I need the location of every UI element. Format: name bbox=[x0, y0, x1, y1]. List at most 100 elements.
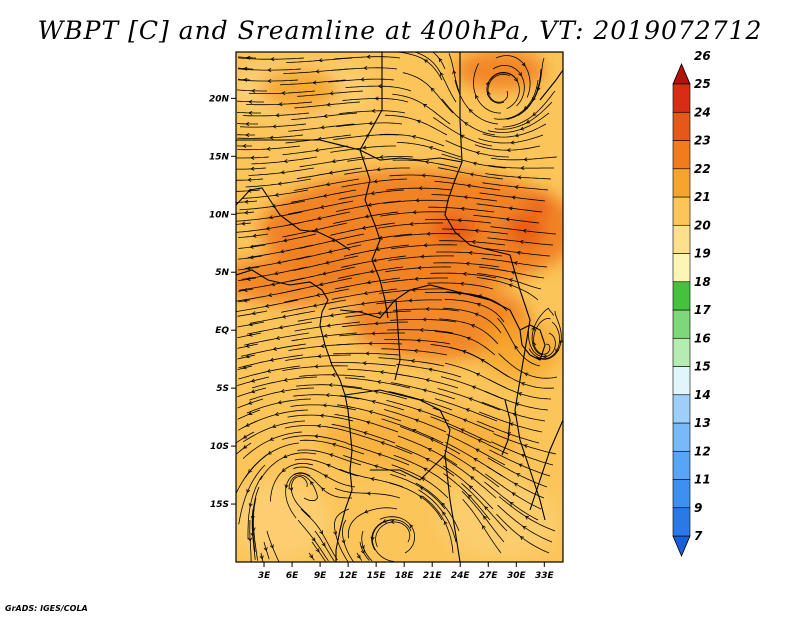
streamline-arrow bbox=[368, 410, 373, 415]
wbpt-cool-patch-southwest bbox=[236, 480, 330, 560]
streamline-arrow bbox=[269, 357, 274, 362]
colorbar-label: 19 bbox=[694, 247, 711, 261]
streamline-arrow bbox=[283, 159, 288, 164]
streamline-arrow bbox=[365, 420, 371, 425]
streamline-arrow bbox=[480, 358, 485, 363]
streamline bbox=[266, 530, 280, 562]
streamline bbox=[237, 343, 259, 349]
lon-label: 21E bbox=[423, 571, 443, 581]
streamline-arrow bbox=[373, 464, 379, 469]
streamline-arrow bbox=[267, 79, 272, 84]
streamline-arrow bbox=[241, 221, 246, 226]
streamline-arrow bbox=[272, 124, 277, 129]
wbpt-warm-band-midsouth bbox=[320, 410, 520, 470]
streamline-arrow bbox=[242, 144, 247, 149]
streamline bbox=[356, 552, 363, 561]
country-borders bbox=[236, 52, 563, 562]
colorbar-segment bbox=[672, 224, 691, 254]
streamline-arrow bbox=[363, 431, 368, 436]
streamline-arrow bbox=[331, 159, 336, 164]
streamline-arrow bbox=[412, 210, 417, 215]
lat-label: 15S bbox=[210, 500, 229, 510]
colorbar-label: 23 bbox=[694, 134, 711, 148]
streamline-arrow bbox=[248, 537, 253, 542]
streamline-arrow bbox=[460, 206, 465, 211]
streamline-arrow bbox=[465, 408, 470, 413]
streamline-arrow bbox=[517, 175, 522, 180]
streamline-arrow bbox=[316, 216, 322, 221]
streamline-arrow bbox=[362, 145, 367, 150]
streamline bbox=[260, 552, 264, 562]
streamline-arrow bbox=[411, 134, 416, 139]
colorbar-segment bbox=[672, 309, 691, 339]
streamline-arrow bbox=[425, 378, 430, 383]
streamline bbox=[236, 431, 255, 444]
lon-label: 18E bbox=[395, 571, 415, 581]
streamline-arrow bbox=[483, 515, 487, 520]
streamline-arrow bbox=[514, 345, 519, 350]
streamline-arrow bbox=[414, 418, 419, 423]
streamline-arrow bbox=[318, 282, 324, 287]
streamline-arrow bbox=[250, 155, 255, 160]
streamline-arrow bbox=[368, 121, 373, 126]
streamline-arrow bbox=[310, 480, 314, 486]
streamline-arrow bbox=[428, 146, 433, 150]
streamline-arrow bbox=[377, 84, 382, 89]
streamline-arrow bbox=[251, 88, 256, 93]
streamline-arrow bbox=[518, 72, 522, 77]
streamline-arrow bbox=[323, 333, 328, 338]
streamline-arrow bbox=[468, 250, 473, 255]
coastline-east-south bbox=[529, 419, 563, 511]
colorbar-label: 26 bbox=[694, 49, 711, 63]
streamline-arrow bbox=[517, 392, 523, 396]
streamline-arrow bbox=[522, 525, 527, 530]
colorbar-label: 17 bbox=[694, 303, 711, 317]
streamline bbox=[237, 145, 301, 151]
streamline-arrow bbox=[390, 519, 395, 524]
streamline-arrow bbox=[477, 439, 482, 443]
streamline-arrow bbox=[242, 365, 247, 370]
streamline-arrow bbox=[475, 94, 479, 99]
streamline-arrow bbox=[522, 228, 527, 233]
streamline-arrow bbox=[440, 72, 444, 77]
streamline-arrow bbox=[470, 476, 475, 481]
lon-label: 3E bbox=[258, 571, 271, 581]
streamline-arrow bbox=[248, 411, 253, 416]
streamline-arrow bbox=[281, 468, 286, 473]
streamline-arrow bbox=[282, 238, 288, 243]
streamline-arrow bbox=[518, 463, 523, 468]
streamline-arrow bbox=[523, 444, 528, 449]
streamline bbox=[448, 53, 460, 92]
streamline bbox=[238, 365, 301, 380]
streamline-arrow bbox=[505, 217, 510, 222]
streamline-arrow bbox=[425, 458, 430, 462]
streamline-arrow bbox=[274, 412, 279, 416]
streamline-arrow bbox=[508, 206, 513, 211]
streamline-arrow bbox=[247, 400, 253, 405]
streamline-arrow bbox=[408, 298, 413, 303]
streamline-arrow bbox=[274, 192, 279, 197]
streamline-arrow bbox=[365, 351, 370, 356]
streamline-arrow bbox=[356, 554, 361, 559]
streamline bbox=[238, 266, 260, 271]
streamline-arrow bbox=[283, 454, 288, 459]
border-5 bbox=[339, 284, 521, 331]
streamline-arrow bbox=[313, 434, 319, 439]
streamline-arrow bbox=[382, 519, 387, 523]
colorbar-label: 15 bbox=[694, 360, 711, 374]
streamline-arrow bbox=[423, 467, 428, 472]
lon-label: 30E bbox=[507, 571, 527, 581]
streamline-arrow bbox=[525, 119, 531, 124]
streamline-arrow bbox=[416, 338, 421, 343]
streamline-arrow bbox=[520, 382, 526, 386]
streamline-arrow bbox=[278, 102, 283, 107]
streamline-arrow bbox=[366, 54, 371, 59]
streamline-arrow bbox=[409, 221, 414, 226]
streamline-arrow bbox=[372, 258, 377, 263]
streamline-arrow bbox=[466, 183, 471, 188]
streamline-arrow bbox=[473, 457, 478, 462]
colorbar-min-arrow bbox=[672, 535, 691, 558]
streamline-arrow bbox=[414, 276, 419, 281]
streamline-arrow bbox=[266, 368, 271, 373]
streamline-arrow bbox=[249, 244, 254, 249]
